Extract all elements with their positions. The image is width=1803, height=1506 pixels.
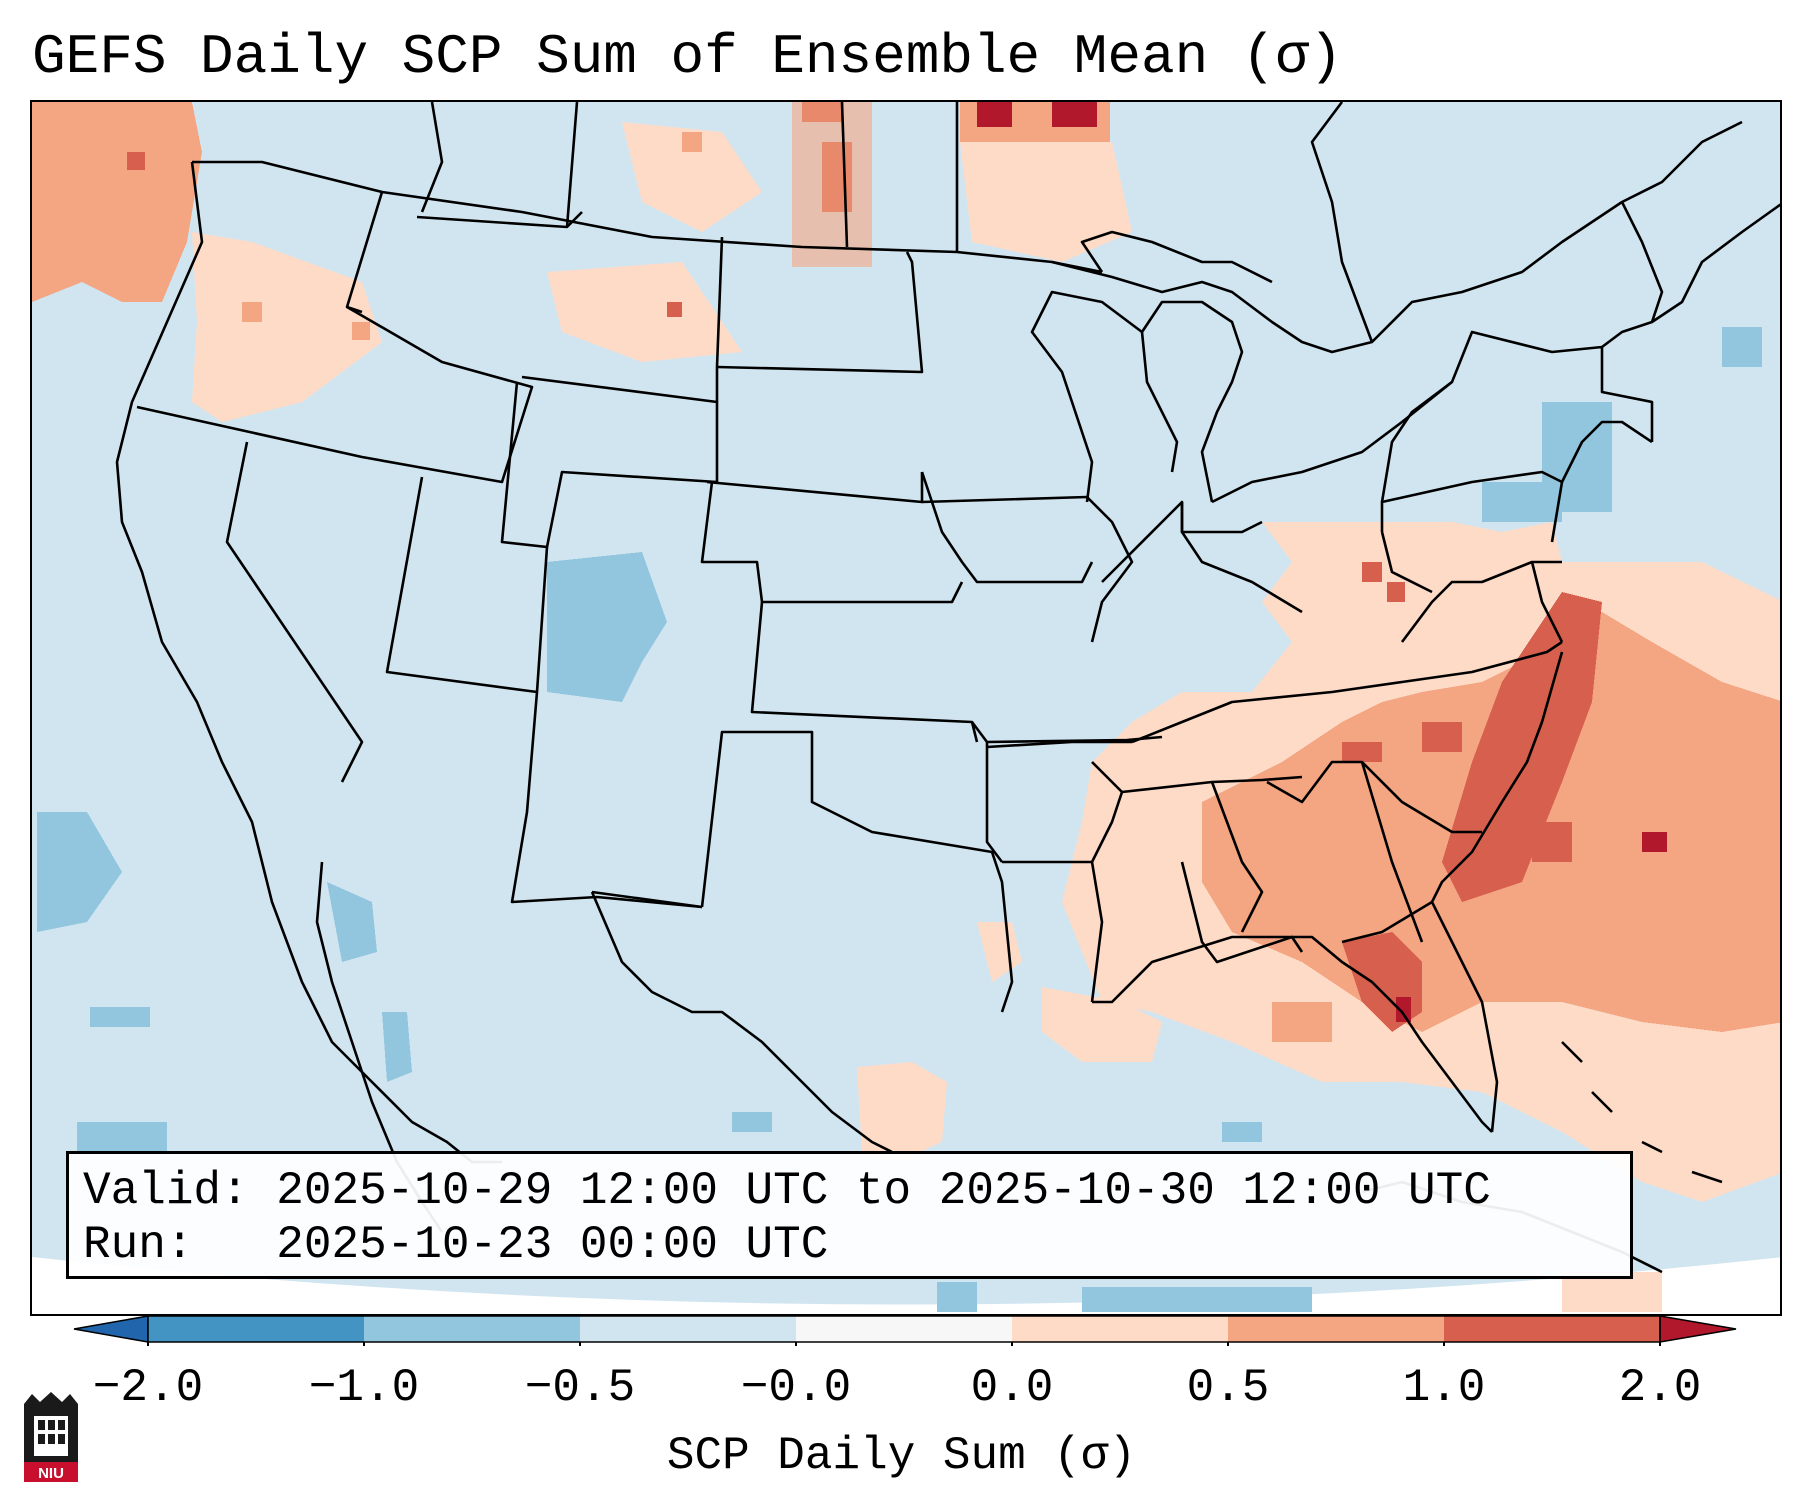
colorbar-tick-label: 2.0 <box>1618 1362 1702 1414</box>
colorbar-bin <box>1012 1316 1229 1342</box>
colorbar-extend-high <box>1659 1315 1737 1343</box>
run-value: 2025-10-23 00:00 UTC <box>276 1219 829 1271</box>
colorbar-extend-low <box>73 1315 149 1343</box>
map-panel <box>30 100 1782 1316</box>
niu-logo-text: NIU <box>38 1465 64 1482</box>
colorbar-label: SCP Daily Sum (σ) <box>666 1430 1137 1482</box>
colorbar <box>73 1315 1737 1346</box>
colorbar-tick-label: −0.5 <box>524 1362 636 1414</box>
run-label: Run: <box>83 1219 194 1271</box>
colorbar-tick-label: 0.5 <box>1186 1362 1270 1414</box>
colorbar-tick-label: −0.0 <box>740 1362 852 1414</box>
colorbar-bin <box>364 1316 581 1342</box>
map-canvas <box>32 102 1780 1314</box>
colorbar-bin <box>1444 1316 1661 1342</box>
valid-value: 2025-10-29 12:00 UTC to 2025-10-30 12:00… <box>276 1165 1491 1217</box>
niu-logo: NIU <box>24 1392 78 1482</box>
anomaly-field <box>32 102 1780 1312</box>
colorbar-bin <box>148 1316 365 1342</box>
boundaries <box>115 102 1780 1274</box>
map-title: GEFS Daily SCP Sum of Ensemble Mean (σ) <box>32 25 1343 89</box>
colorbar-tick-label: 1.0 <box>1402 1362 1486 1414</box>
colorbar-tick-label: −2.0 <box>92 1362 204 1414</box>
colorbar-bin <box>796 1316 1013 1342</box>
colorbar-tick-label: −1.0 <box>308 1362 420 1414</box>
colorbar-bin <box>1228 1316 1445 1342</box>
colorbar-bin <box>580 1316 797 1342</box>
colorbar-border <box>147 1315 1661 1343</box>
valid-label: Valid: <box>83 1165 249 1217</box>
valid-run-info-box: Valid: 2025-10-29 12:00 UTC to 2025-10-3… <box>66 1151 1633 1279</box>
colorbar-tick-label: 0.0 <box>970 1362 1054 1414</box>
projection-edge <box>32 1257 1780 1314</box>
